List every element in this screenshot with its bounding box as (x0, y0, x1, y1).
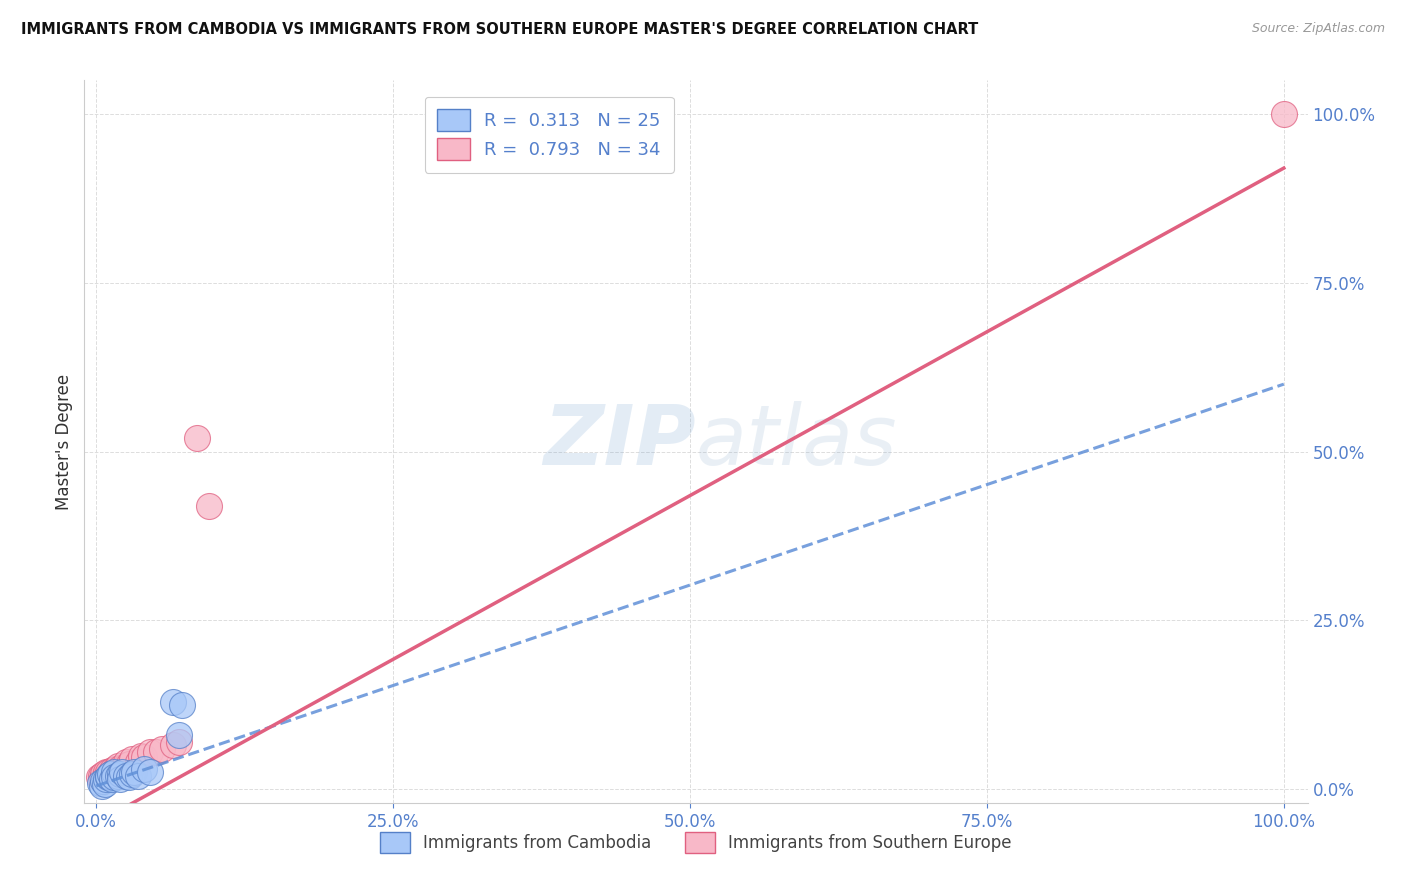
Text: ZIP: ZIP (543, 401, 696, 482)
Point (162, 694, 184, 708)
Point (122, 765, 145, 780)
Point (131, 748, 153, 763)
Point (94, 772, 117, 787)
Point (103, 765, 125, 780)
Point (145, 745, 167, 759)
Point (100, 764, 122, 778)
Point (89, 775, 111, 789)
Point (87, 770, 110, 784)
Point (108, 764, 131, 778)
Point (170, 698, 193, 712)
Point (107, 758, 129, 772)
Y-axis label: Master's Degree: Master's Degree (55, 374, 73, 509)
Point (132, 762, 155, 776)
Point (90, 769, 112, 783)
Point (118, 770, 141, 784)
Point (100, 767, 122, 781)
Point (97, 770, 120, 784)
Point (108, 772, 131, 787)
Point (169, 728, 191, 742)
Point (100, 772, 122, 787)
Point (198, 499, 221, 513)
Point (150, 741, 173, 756)
Point (96, 769, 118, 783)
Point (115, 769, 138, 783)
Point (121, 752, 143, 766)
Point (93, 767, 115, 781)
Point (103, 769, 125, 783)
Point (93, 770, 115, 784)
Point (100, 767, 122, 781)
Point (138, 765, 160, 780)
Point (93, 777, 115, 791)
Point (97, 765, 120, 780)
Legend: Immigrants from Cambodia, Immigrants from Southern Europe: Immigrants from Cambodia, Immigrants fro… (374, 826, 1018, 860)
Point (103, 770, 125, 784)
Point (91, 772, 114, 787)
Point (115, 756, 138, 770)
Point (107, 765, 129, 780)
Text: IMMIGRANTS FROM CAMBODIA VS IMMIGRANTS FROM SOUTHERN EUROPE MASTER'S DEGREE CORR: IMMIGRANTS FROM CAMBODIA VS IMMIGRANTS F… (21, 22, 979, 37)
Point (91, 779, 114, 793)
Point (169, 735, 191, 749)
Point (111, 765, 134, 780)
Point (118, 756, 141, 771)
Point (121, 767, 143, 781)
Point (138, 745, 160, 759)
Point (97, 769, 120, 783)
Point (162, 739, 184, 753)
Point (97, 770, 120, 784)
Text: atlas: atlas (696, 401, 897, 482)
Point (93, 774, 115, 789)
Point (127, 769, 149, 783)
Point (104, 762, 127, 776)
Point (94, 765, 117, 780)
Point (101, 765, 124, 780)
Point (107, 769, 129, 783)
Point (1272, 107, 1295, 121)
Point (108, 767, 131, 781)
Text: Source: ZipAtlas.com: Source: ZipAtlas.com (1251, 22, 1385, 36)
Point (115, 758, 138, 772)
Point (132, 750, 155, 764)
Point (127, 756, 149, 770)
Point (186, 431, 208, 445)
Point (108, 761, 131, 775)
Point (111, 762, 134, 776)
